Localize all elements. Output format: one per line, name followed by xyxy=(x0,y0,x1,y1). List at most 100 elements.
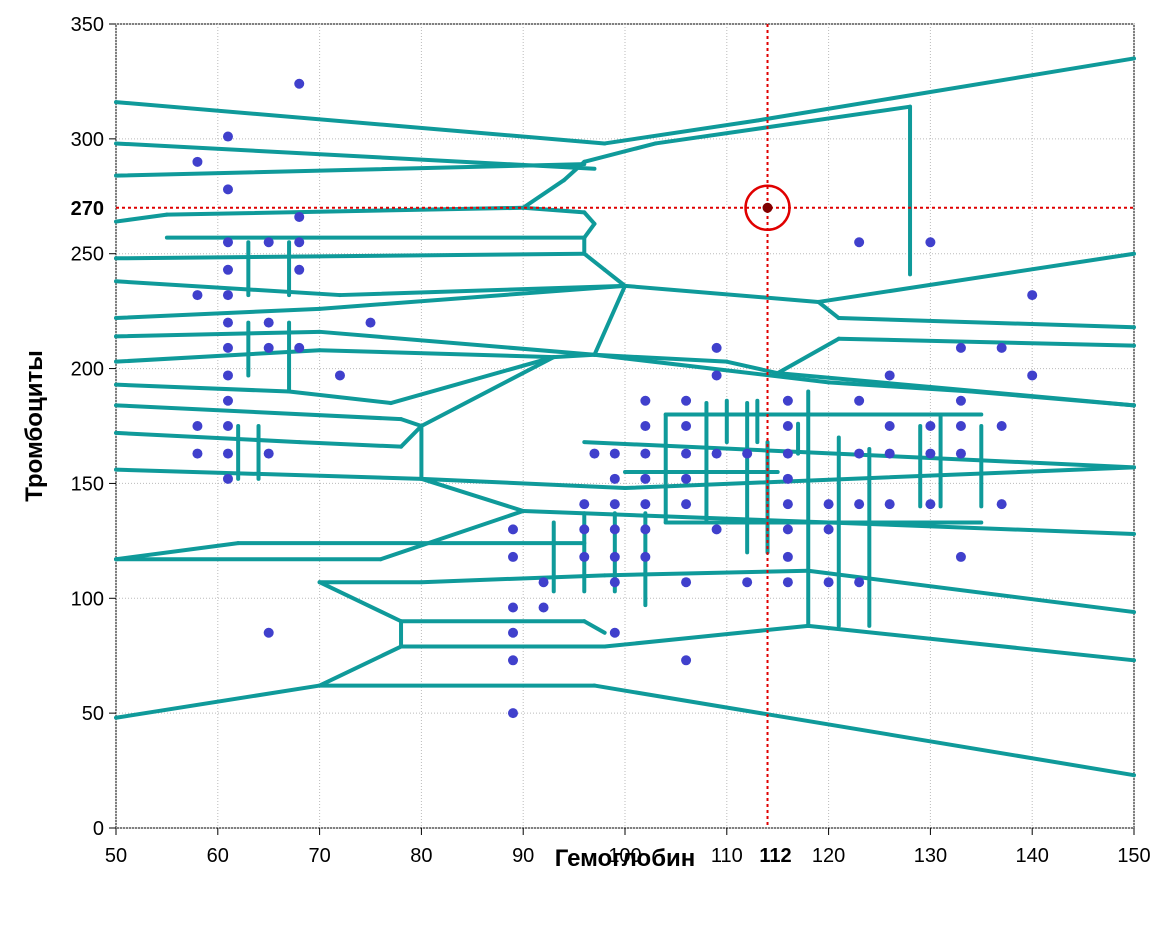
data-point xyxy=(884,448,895,459)
data-point xyxy=(579,499,590,510)
data-point xyxy=(294,211,305,222)
data-points xyxy=(192,78,1038,719)
data-point xyxy=(508,708,519,719)
data-point xyxy=(681,395,692,406)
cell-edge xyxy=(816,251,1136,304)
data-point xyxy=(222,421,233,431)
cell-edge xyxy=(521,205,587,215)
data-point xyxy=(884,370,895,381)
cell-edge xyxy=(602,267,627,288)
data-point xyxy=(782,448,793,459)
data-point xyxy=(508,602,519,613)
data-point xyxy=(681,499,692,510)
data-point xyxy=(508,627,519,638)
cell-edge xyxy=(114,541,241,562)
data-point xyxy=(854,499,865,510)
cell-edge xyxy=(114,100,607,146)
data-point xyxy=(222,317,233,328)
axes: 50 60 70 80 90 100 110 120 130 140 150050100150200… xyxy=(71,14,1151,867)
data-point xyxy=(609,577,620,588)
data-point xyxy=(263,317,274,328)
data-point xyxy=(854,237,865,248)
cell-edge xyxy=(969,389,1136,408)
cell-edge xyxy=(114,467,424,481)
data-point xyxy=(782,395,793,406)
cell-edge xyxy=(602,568,811,578)
crosshair xyxy=(116,24,1134,828)
data-point xyxy=(579,551,590,562)
cell-edge xyxy=(775,336,841,376)
data-point xyxy=(222,264,233,275)
y-axis-title: Тромбоциты xyxy=(21,350,48,501)
cell-edge xyxy=(378,508,526,562)
cell-edge xyxy=(388,355,556,406)
data-point xyxy=(823,577,834,588)
data-point xyxy=(681,421,692,431)
data-point xyxy=(192,448,203,459)
data-point xyxy=(192,421,203,431)
cell-edge xyxy=(836,316,1136,330)
data-point xyxy=(955,395,966,406)
cell-edge xyxy=(114,403,404,422)
data-point xyxy=(640,499,651,510)
cell-edge xyxy=(724,359,780,376)
cell-edge xyxy=(521,178,566,210)
cell-edge xyxy=(114,683,322,720)
data-point xyxy=(955,551,966,562)
cell-edge xyxy=(114,279,342,298)
y-tick-label: 100 xyxy=(71,588,104,610)
data-point xyxy=(609,551,620,562)
y-tick-label: 50 xyxy=(82,703,104,725)
x-tick-label: 120 xyxy=(812,845,845,867)
cell-edge xyxy=(114,212,169,224)
cell-edge xyxy=(551,352,597,360)
cell-edge xyxy=(114,306,322,321)
data-point xyxy=(263,342,274,353)
data-point xyxy=(823,499,834,510)
x-tick-label: 70 xyxy=(308,845,330,867)
cell-edge xyxy=(582,210,597,226)
data-point xyxy=(925,421,936,431)
cell-edge xyxy=(592,683,1136,778)
data-point xyxy=(823,524,834,535)
data-point xyxy=(538,602,549,613)
cell-edge xyxy=(836,336,1136,348)
data-point xyxy=(1027,290,1038,301)
data-point xyxy=(222,448,233,459)
marker-ring xyxy=(744,184,791,232)
data-point xyxy=(711,370,722,381)
data-point xyxy=(955,421,966,431)
cell-edge xyxy=(419,573,607,585)
cell-edge xyxy=(317,580,404,624)
data-point xyxy=(508,655,519,666)
data-point xyxy=(609,627,620,638)
cell-edge xyxy=(561,159,587,183)
data-point xyxy=(222,370,233,381)
x-tick-label: 150 xyxy=(1117,845,1150,867)
data-point xyxy=(222,131,233,142)
data-point xyxy=(782,473,793,484)
data-point xyxy=(711,342,722,353)
data-point xyxy=(263,237,274,248)
cell-edge xyxy=(806,568,1136,615)
cell-edge xyxy=(602,118,760,146)
cell-edge xyxy=(592,352,831,385)
data-point xyxy=(884,499,895,510)
data-point xyxy=(508,524,519,535)
data-point xyxy=(609,448,620,459)
marker-y-label: 270 xyxy=(71,198,104,220)
x-tick-label: 140 xyxy=(1016,845,1049,867)
data-point xyxy=(782,577,793,588)
cell-edge xyxy=(399,424,424,449)
cell-edge xyxy=(317,329,597,357)
data-point xyxy=(955,448,966,459)
x-tick-label: 110 xyxy=(711,845,743,867)
cell-edge xyxy=(623,283,821,304)
cell-edge xyxy=(114,348,322,364)
data-point xyxy=(579,524,590,535)
data-point xyxy=(538,577,549,588)
data-point xyxy=(640,473,651,484)
data-point xyxy=(609,473,620,484)
data-point xyxy=(222,184,233,195)
cell-edge xyxy=(337,283,627,298)
